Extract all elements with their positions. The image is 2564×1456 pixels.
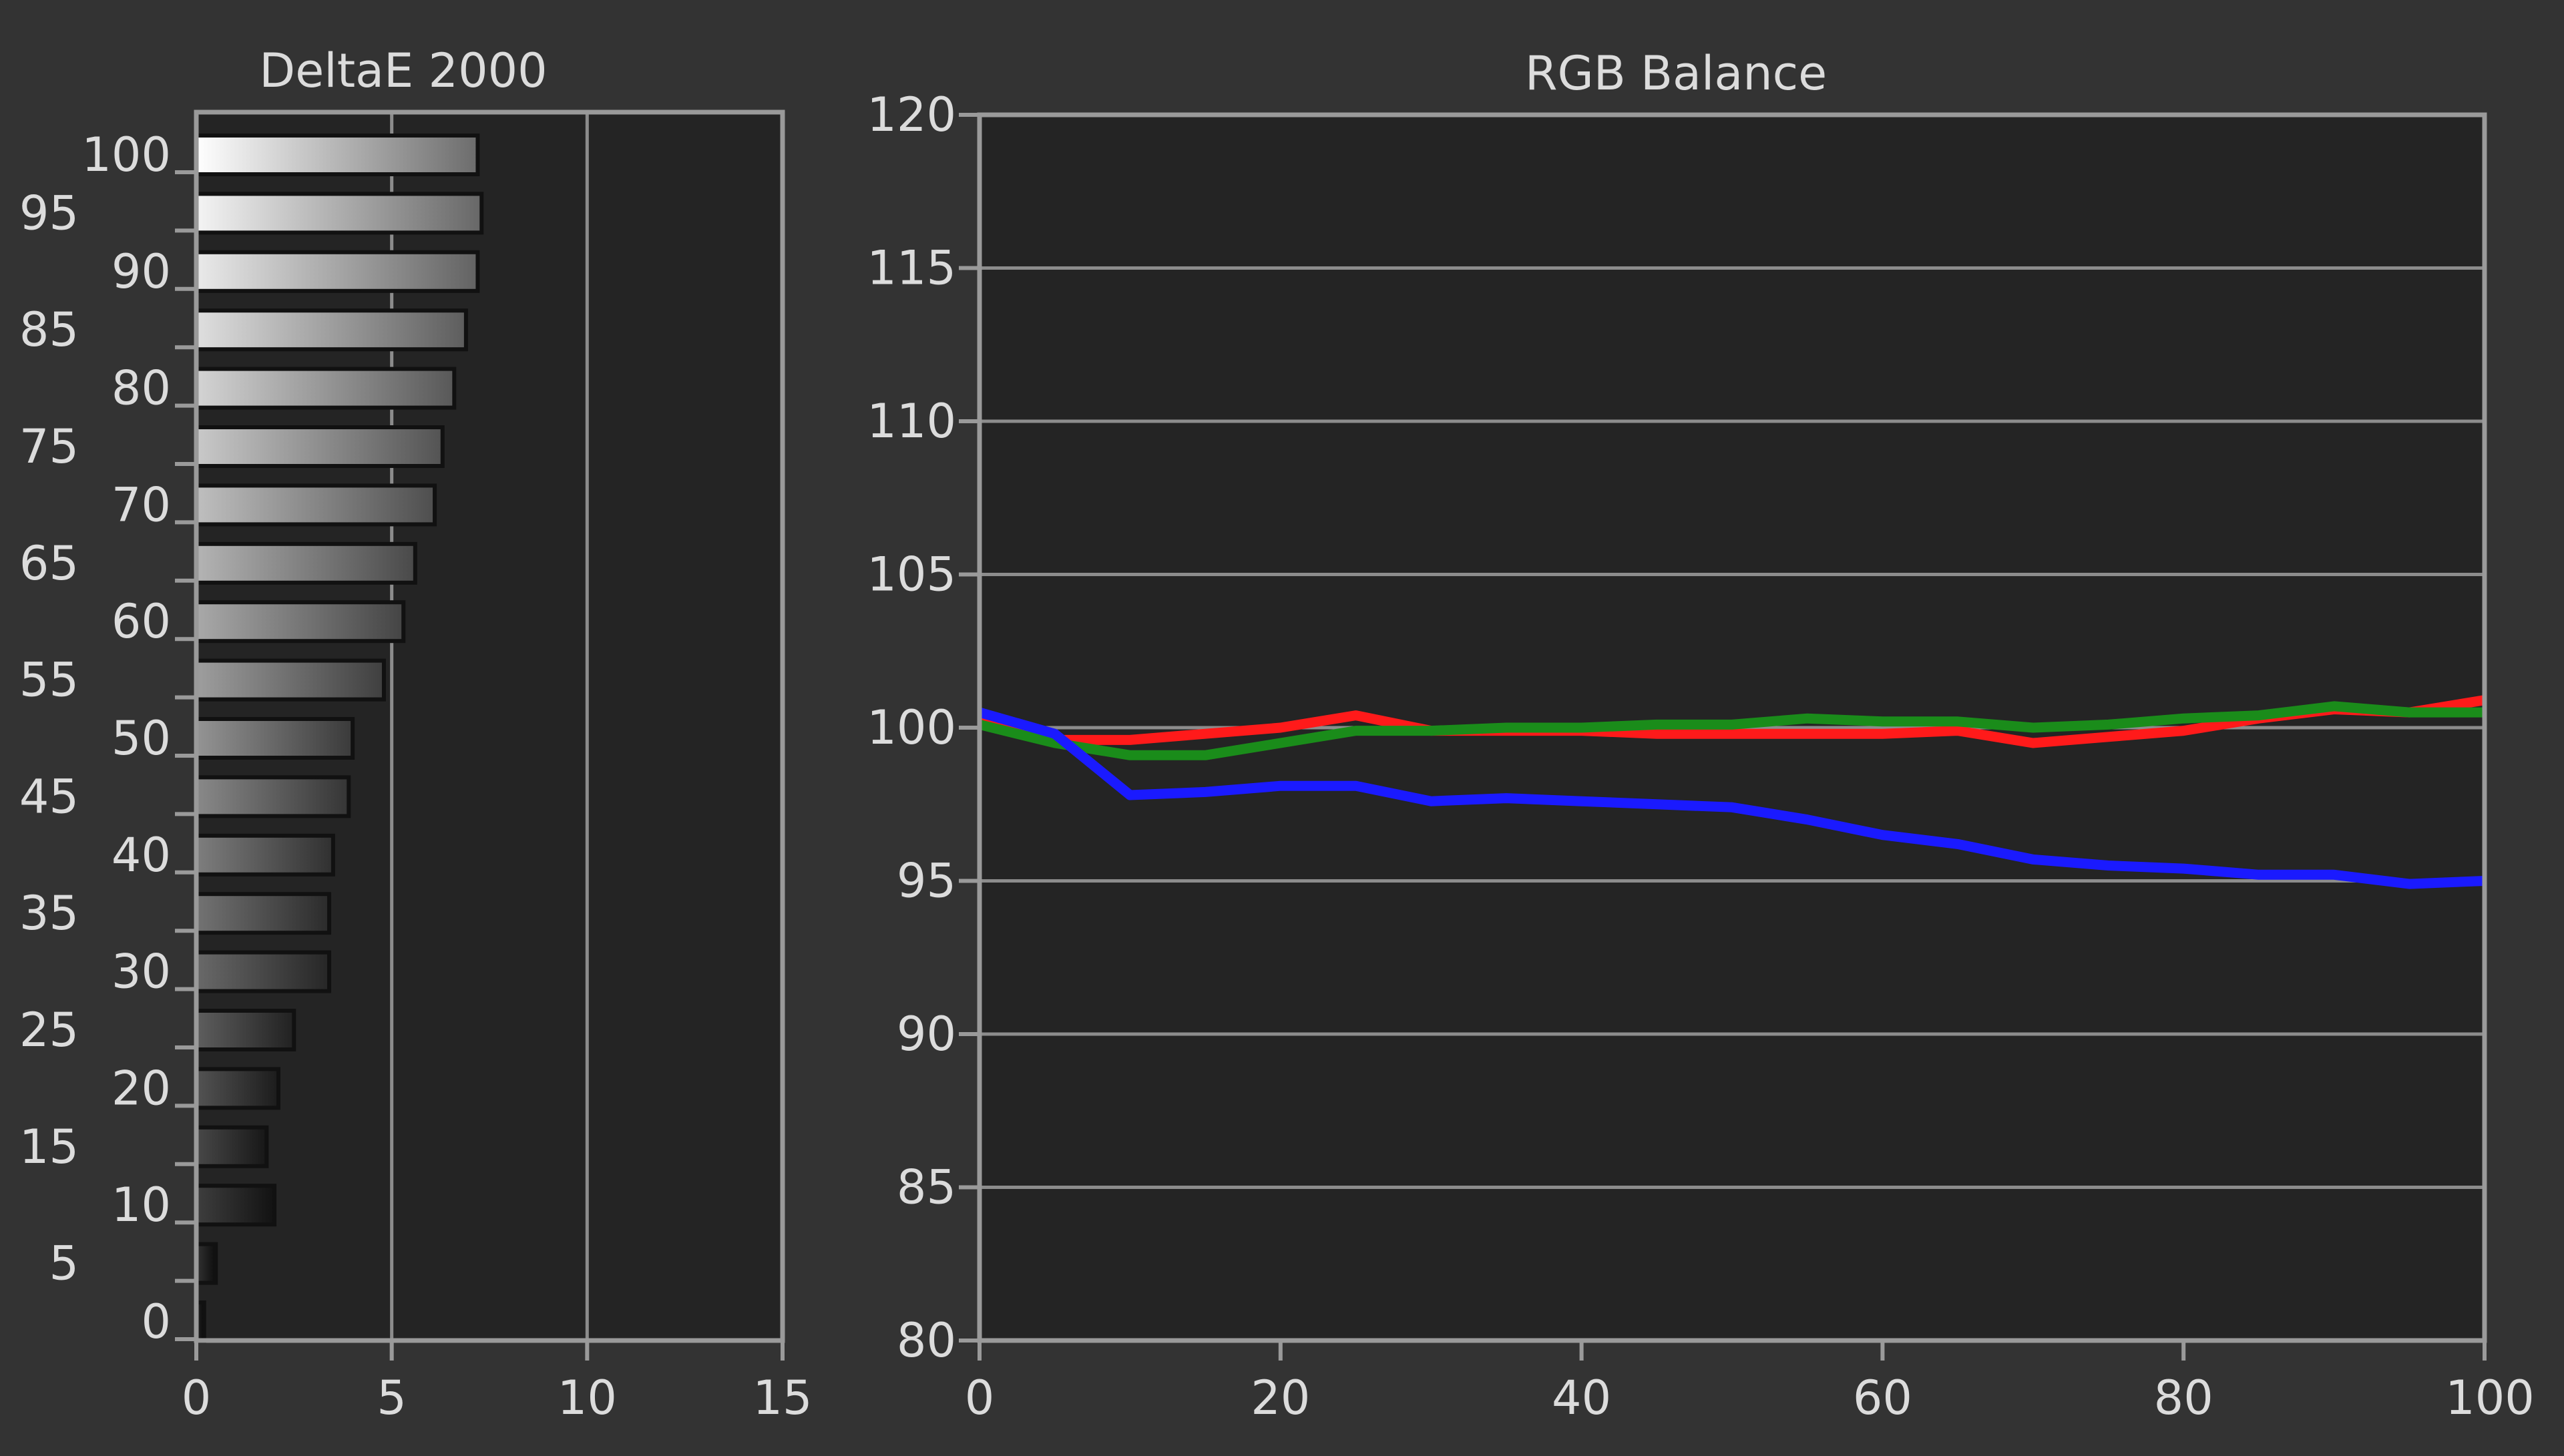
deltae-bar: [194, 192, 484, 235]
rgb-y-tick-label: 90: [897, 1007, 956, 1061]
rgb-x-tick-label: 40: [1552, 1371, 1611, 1425]
deltae-bar: [194, 425, 445, 468]
deltae-y-tick-label: 15: [19, 1120, 79, 1174]
deltae-bar: [194, 367, 457, 410]
rgb-balance-chart: RGB Balance 80 85 90 95 100 105 110 115 120 0 20 4…: [867, 46, 2534, 1425]
deltae-bar: [194, 483, 437, 527]
deltae-y-tick-label: 40: [112, 828, 171, 883]
deltae-bar: [194, 775, 351, 818]
deltae-y-tick-label: 80: [112, 361, 171, 416]
deltae-bars: [194, 134, 484, 1343]
rgb-y-tick-label: 115: [867, 241, 956, 296]
deltae-y-tick-label: 60: [112, 594, 171, 649]
deltae-y-tick-label: 30: [112, 945, 171, 999]
deltae-y-tick-label: 10: [112, 1178, 171, 1232]
deltae-bar: [194, 833, 335, 877]
deltae-x-tick-label: 10: [558, 1371, 617, 1425]
deltae-y-tick-label: 0: [141, 1294, 171, 1349]
deltae-plot-frame: [194, 109, 785, 1343]
rgb-y-tick-label: 100: [867, 700, 956, 755]
deltae-bar: [194, 717, 355, 760]
deltae-bar: [194, 892, 332, 935]
rgb-y-axis: 80 85 90 95 100 105 110 115 120: [867, 87, 980, 1368]
deltae-bar: [194, 658, 386, 702]
deltae-y-tick-label: 5: [49, 1236, 79, 1291]
rgb-series-line: [978, 701, 2485, 760]
rgb-x-tick-label: 20: [1251, 1371, 1310, 1425]
deltae-bar: [194, 250, 480, 293]
deltae-bar: [194, 134, 480, 176]
deltae-y-tick-label: 75: [19, 419, 79, 474]
deltae-x-axis: 0 5 10 15: [182, 1341, 813, 1425]
deltae-y-tick-label: 25: [19, 1003, 79, 1057]
rgb-x-tick-label: 100: [2445, 1371, 2535, 1425]
deltae-x-tick-label: 0: [182, 1371, 212, 1425]
deltae-y-axis: 0 5 10 15 20 25 30 35 40 45 50 55 60 65 70 75 80 85 90 9510…: [19, 128, 196, 1349]
rgb-x-tick-label: 60: [1853, 1371, 1912, 1425]
deltae-y-tick-label: 70: [112, 477, 171, 532]
deltae-bar: [194, 1184, 277, 1227]
deltae-y-tick-label: 100: [81, 128, 171, 182]
deltae-bar: [194, 1067, 280, 1110]
deltae-chart: DeltaE 2000 0510152025303540455055606570…: [19, 43, 813, 1425]
rgb-y-tick-label: 85: [897, 1160, 956, 1215]
rgb-y-tick-label: 120: [867, 87, 956, 142]
deltae-y-tick-label: 85: [19, 302, 79, 357]
rgb-x-tick-label: 80: [2154, 1371, 2213, 1425]
deltae-y-tick-label: 45: [19, 769, 79, 824]
rgb-gridlines: [980, 266, 2485, 1189]
deltae-y-tick-label: 50: [112, 711, 171, 766]
deltae-y-tick-label: 65: [19, 536, 79, 591]
deltae-bar: [194, 1242, 218, 1285]
rgb-series-lines: [978, 695, 2486, 889]
deltae-bar: [194, 1009, 296, 1051]
deltae-chart-title: DeltaE 2000: [259, 43, 547, 98]
rgb-series-line: [978, 707, 2485, 889]
deltae-bar: [194, 1125, 269, 1168]
deltae-bar: [194, 600, 406, 644]
rgb-x-axis: 0 20 40 60 80 100: [965, 1341, 2535, 1425]
deltae-y-tick-label: 95: [19, 186, 79, 240]
deltae-x-tick-label: 5: [377, 1371, 407, 1425]
rgb-y-tick-label: 110: [867, 394, 956, 449]
rgb-series-line: [978, 695, 2486, 748]
deltae-bar: [194, 950, 332, 993]
deltae-x-tick-label: 15: [753, 1371, 812, 1425]
deltae-y-tick-label: 35: [19, 886, 79, 941]
deltae-bar: [194, 541, 417, 585]
rgb-chart-title: RGB Balance: [1525, 46, 1827, 101]
deltae-y-tick-label: 55: [19, 653, 79, 708]
deltae-bar: [194, 308, 468, 352]
rgb-y-tick-label: 80: [897, 1313, 956, 1368]
rgb-x-tick-label: 0: [965, 1371, 995, 1425]
rgb-y-tick-label: 105: [867, 547, 956, 602]
deltae-y-tick-label: 90: [112, 244, 171, 299]
deltae-y-tick-label: 20: [112, 1061, 171, 1116]
rgb-y-tick-label: 95: [897, 854, 956, 909]
